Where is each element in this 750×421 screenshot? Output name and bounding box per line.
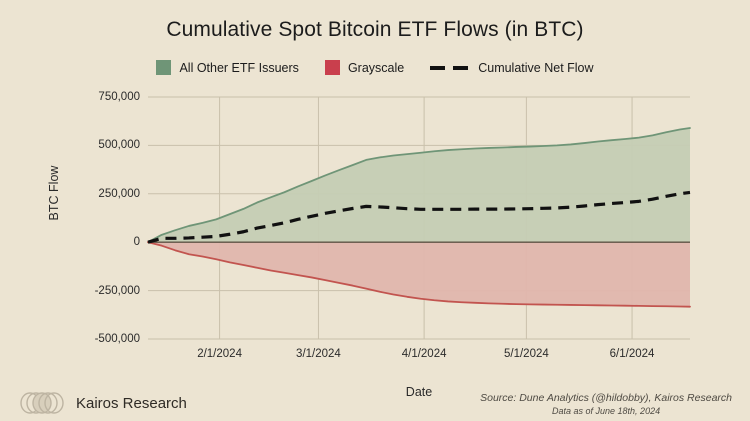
legend-label-grayscale: Grayscale bbox=[347, 60, 405, 75]
legend-swatch-green bbox=[156, 60, 172, 75]
y-axis-tick-label: -250,000 bbox=[94, 284, 140, 297]
brand-name: Kairos Research bbox=[76, 394, 187, 412]
legend-item-all-other-etf-issuers[interactable]: All Other ETF Issuers bbox=[156, 60, 299, 75]
chart-legend: All Other ETF Issuers Grayscale Cumulati… bbox=[0, 60, 750, 75]
source-line: Source: Dune Analytics (@hildobby), Kair… bbox=[480, 392, 732, 404]
legend-label-cumulative-net-flow: Cumulative Net Flow bbox=[478, 60, 594, 75]
y-axis-ticks: 750,000 500,000 250,000 0 -250,000 -500,000 bbox=[52, 0, 140, 421]
x-axis-tick-label: 3/1/2024 bbox=[296, 348, 341, 360]
y-axis-tick-label: -500,000 bbox=[94, 333, 140, 345]
y-axis-tick-label: 0 bbox=[133, 236, 140, 249]
x-axis-tick-label: 2/1/2024 bbox=[197, 348, 242, 360]
legend-swatch-dashed-line bbox=[430, 60, 470, 75]
y-axis-tick-label: 750,000 bbox=[98, 91, 140, 103]
source-attribution: Source: Dune Analytics (@hildobby), Kair… bbox=[480, 391, 732, 417]
line-cumulative-net-flow bbox=[147, 190, 691, 244]
area-line-all-other-etf-issuers bbox=[147, 127, 691, 244]
legend-item-cumulative-net-flow[interactable]: Cumulative Net Flow bbox=[430, 60, 594, 75]
data-as-of-line: Data as of June 18th, 2024 bbox=[552, 406, 661, 417]
x-axis-title: Date bbox=[405, 385, 433, 399]
kairos-logo-icon bbox=[20, 392, 64, 414]
y-axis-tick-label: 250,000 bbox=[98, 187, 140, 200]
area-fill-grayscale bbox=[148, 242, 690, 307]
legend-label-all-other-etf-issuers: All Other ETF Issuers bbox=[179, 60, 299, 75]
area-fill-all-other-etf-issuers bbox=[148, 127, 690, 243]
brand-logo-group: Kairos Research bbox=[18, 392, 187, 414]
legend-item-grayscale[interactable]: Grayscale bbox=[324, 60, 405, 75]
x-axis-tick-label: 5/1/2024 bbox=[503, 348, 549, 360]
x-axis-tick-label: 6/1/2024 bbox=[609, 348, 655, 360]
x-axis-tick-label: 4/1/2024 bbox=[401, 348, 447, 360]
chart-title: Cumulative Spot Bitcoin ETF Flows (in BT… bbox=[166, 18, 584, 41]
legend-swatch-red bbox=[324, 60, 340, 75]
area-line-grayscale bbox=[147, 241, 691, 308]
y-axis-tick-label: 500,000 bbox=[98, 139, 140, 152]
